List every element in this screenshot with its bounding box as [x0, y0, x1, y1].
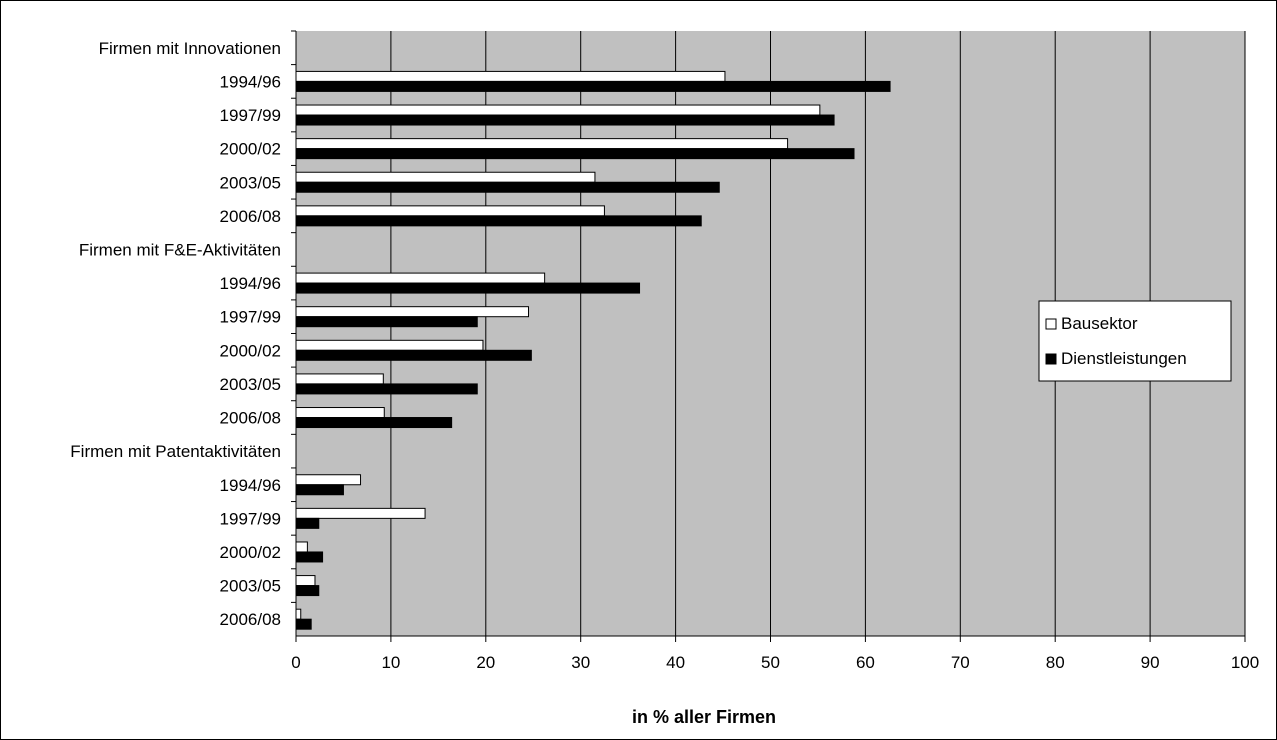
bar-dienstleistungen: [295, 517, 320, 529]
x-tick-label-20: 20: [476, 653, 495, 672]
bar-bausektor: [295, 171, 596, 183]
bar-dienstleistungen: [295, 417, 453, 429]
legend-box: [1038, 300, 1232, 382]
bar-dienstleistungen: [295, 349, 532, 361]
category-label: 1994/96: [220, 274, 281, 293]
x-axis-ticks: 0 10 20 30 40 50 60 70 80 90 100: [291, 636, 1259, 672]
bar-dienstleistungen: [295, 114, 835, 126]
x-tick-label-80: 80: [1046, 653, 1065, 672]
bar-dienstleistungen: [295, 585, 320, 597]
bar-dienstleistungen: [295, 148, 855, 160]
bar-dienstleistungen: [295, 282, 641, 294]
bar-dienstleistungen: [295, 316, 478, 328]
category-label: 1994/96: [220, 72, 281, 91]
gridlines: [390, 31, 1246, 636]
legend-swatch-bausektor: [1045, 318, 1057, 330]
x-tick-label-0: 0: [291, 653, 300, 672]
bar-bausektor: [295, 608, 302, 620]
x-axis-title: in % aller Firmen: [632, 707, 776, 727]
category-label: 2006/08: [220, 610, 281, 629]
x-tick-label-60: 60: [856, 653, 875, 672]
x-tick-label-100: 100: [1231, 653, 1259, 672]
bar-bausektor: [295, 541, 308, 553]
bar-dienstleistungen: [295, 484, 344, 496]
bar-bausektor: [295, 407, 385, 419]
category-label: Firmen mit Patentaktivitäten: [70, 442, 281, 461]
category-label: 1994/96: [220, 476, 281, 495]
category-label: 2003/05: [220, 375, 281, 394]
bar-bausektor: [295, 306, 530, 318]
bar-dienstleistungen: [295, 618, 312, 630]
category-label: 2003/05: [220, 577, 281, 596]
bar-dienstleistungen: [295, 383, 478, 395]
bar-bausektor: [295, 575, 316, 587]
bar-dienstleistungen: [295, 215, 702, 227]
category-label: 2003/05: [220, 173, 281, 192]
legend-swatch-dienstleistungen: [1045, 353, 1057, 365]
bar-dienstleistungen: [295, 181, 720, 193]
category-label: Firmen mit F&E-Aktivitäten: [79, 240, 281, 259]
legend-label-dienstleistungen: Dienstleistungen: [1061, 349, 1187, 368]
x-tick-label-40: 40: [666, 653, 685, 672]
category-label: 1997/99: [220, 308, 281, 327]
category-label: 1997/99: [220, 509, 281, 528]
category-label: 1997/99: [220, 106, 281, 125]
bar-bausektor: [295, 104, 821, 116]
x-tick-label-70: 70: [951, 653, 970, 672]
category-label: Firmen mit Innovationen: [99, 39, 281, 58]
bar-dienstleistungen: [295, 80, 891, 92]
bar-bausektor: [295, 373, 384, 385]
legend-label-bausektor: Bausektor: [1061, 314, 1138, 333]
category-label: 2000/02: [220, 341, 281, 360]
x-tick-label-90: 90: [1141, 653, 1160, 672]
x-tick-label-30: 30: [571, 653, 590, 672]
x-tick-label-10: 10: [381, 653, 400, 672]
bar-bausektor: [295, 474, 362, 486]
bar-bausektor: [295, 507, 426, 519]
bar-bausektor: [295, 205, 605, 217]
legend: Bausektor Dienstleistungen: [1038, 300, 1232, 382]
bar-bausektor: [295, 138, 789, 150]
category-labels: Firmen mit Innovationen 1994/96 1997/99 200…: [70, 30, 296, 629]
bar-bausektor: [295, 70, 726, 82]
category-label: 2000/02: [220, 140, 281, 159]
category-label: 2000/02: [220, 543, 281, 562]
bars: [295, 70, 891, 630]
bar-dienstleistungen: [295, 551, 324, 563]
category-label: 2006/08: [220, 207, 281, 226]
bar-bausektor: [295, 339, 484, 351]
category-label: 2006/08: [220, 409, 281, 428]
x-tick-label-50: 50: [761, 653, 780, 672]
bar-bausektor: [295, 272, 546, 284]
